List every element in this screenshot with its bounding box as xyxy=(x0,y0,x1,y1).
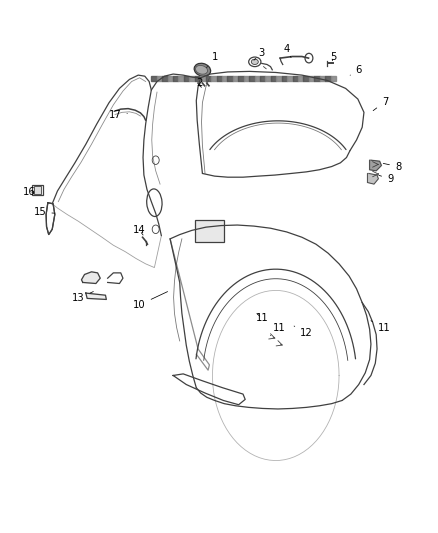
Polygon shape xyxy=(162,76,168,82)
Polygon shape xyxy=(206,76,211,82)
Text: 15: 15 xyxy=(34,207,55,217)
FancyBboxPatch shape xyxy=(34,186,41,193)
Polygon shape xyxy=(238,76,244,82)
Text: 8: 8 xyxy=(383,161,401,172)
Text: 5: 5 xyxy=(330,52,336,61)
Polygon shape xyxy=(325,76,331,82)
Text: 6: 6 xyxy=(350,65,362,75)
Polygon shape xyxy=(271,76,276,82)
Polygon shape xyxy=(298,76,304,82)
Text: 2: 2 xyxy=(196,78,202,88)
Text: 13: 13 xyxy=(72,292,93,303)
Polygon shape xyxy=(227,76,233,82)
Polygon shape xyxy=(168,76,173,82)
Ellipse shape xyxy=(194,63,211,76)
Polygon shape xyxy=(86,293,106,300)
Polygon shape xyxy=(282,76,287,82)
Text: 9: 9 xyxy=(379,174,393,184)
Text: 7: 7 xyxy=(373,96,388,111)
Polygon shape xyxy=(195,76,200,82)
Text: 14: 14 xyxy=(133,225,146,236)
Polygon shape xyxy=(173,76,179,82)
Ellipse shape xyxy=(251,59,258,64)
Polygon shape xyxy=(179,76,184,82)
Text: 10: 10 xyxy=(133,292,168,310)
Polygon shape xyxy=(260,76,265,82)
Text: 17: 17 xyxy=(109,110,127,120)
Polygon shape xyxy=(367,173,378,184)
Polygon shape xyxy=(200,76,206,82)
Polygon shape xyxy=(189,76,195,82)
Polygon shape xyxy=(314,76,320,82)
FancyBboxPatch shape xyxy=(32,184,43,195)
Polygon shape xyxy=(276,76,282,82)
Text: 3: 3 xyxy=(254,48,265,60)
Polygon shape xyxy=(157,76,162,82)
Text: 11: 11 xyxy=(371,321,390,333)
Polygon shape xyxy=(244,76,249,82)
Text: 12: 12 xyxy=(294,326,313,338)
Text: 1: 1 xyxy=(207,52,218,68)
Polygon shape xyxy=(254,76,260,82)
Text: 11: 11 xyxy=(271,322,286,336)
Text: 11: 11 xyxy=(255,313,268,323)
Polygon shape xyxy=(265,76,271,82)
Polygon shape xyxy=(184,76,189,82)
Ellipse shape xyxy=(249,57,261,67)
Polygon shape xyxy=(304,76,309,82)
FancyBboxPatch shape xyxy=(195,220,224,242)
Polygon shape xyxy=(216,76,222,82)
Ellipse shape xyxy=(195,66,208,74)
Polygon shape xyxy=(287,76,293,82)
Polygon shape xyxy=(309,76,314,82)
Polygon shape xyxy=(293,76,298,82)
Polygon shape xyxy=(81,272,100,284)
Text: 4: 4 xyxy=(283,44,291,58)
Polygon shape xyxy=(249,76,254,82)
Polygon shape xyxy=(233,76,238,82)
Polygon shape xyxy=(320,76,325,82)
Polygon shape xyxy=(222,76,227,82)
Text: 16: 16 xyxy=(23,187,35,197)
Polygon shape xyxy=(211,76,216,82)
Polygon shape xyxy=(370,160,381,171)
Polygon shape xyxy=(151,76,157,82)
Polygon shape xyxy=(331,76,336,82)
